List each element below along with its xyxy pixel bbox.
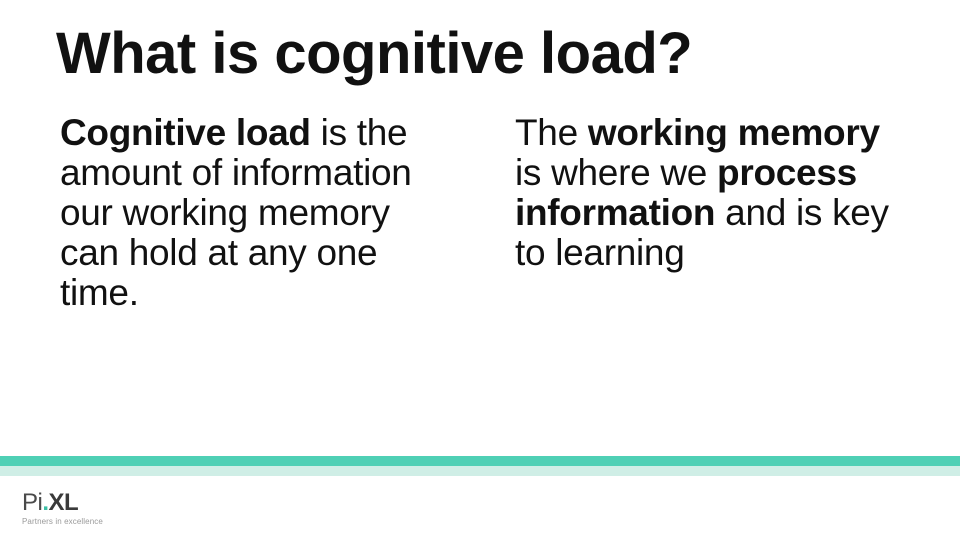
logo-p: P <box>22 489 38 516</box>
right-paragraph: The working memory is where we process i… <box>515 113 900 273</box>
left-paragraph: Cognitive load is the amount of informat… <box>60 113 445 313</box>
logo-block: Pi.XL Partners in excellence <box>22 489 103 526</box>
right-text-2: is where we <box>515 152 717 193</box>
right-column: The working memory is where we process i… <box>509 113 900 313</box>
slide-title: What is cognitive load? <box>56 24 900 85</box>
footer-stripe-top <box>0 456 960 466</box>
right-bold-1: working memory <box>588 112 880 153</box>
footer-stripe-bottom <box>0 466 960 476</box>
logo-text: Pi.XL <box>22 489 103 517</box>
left-bold-term: Cognitive load <box>60 112 311 153</box>
logo-xl: XL <box>49 489 79 516</box>
right-text-1: The <box>515 112 588 153</box>
slide: What is cognitive load? Cognitive load i… <box>0 0 960 540</box>
logo-tagline: Partners in excellence <box>22 517 103 526</box>
body-columns: Cognitive load is the amount of informat… <box>60 113 900 313</box>
left-column: Cognitive load is the amount of informat… <box>60 113 445 313</box>
